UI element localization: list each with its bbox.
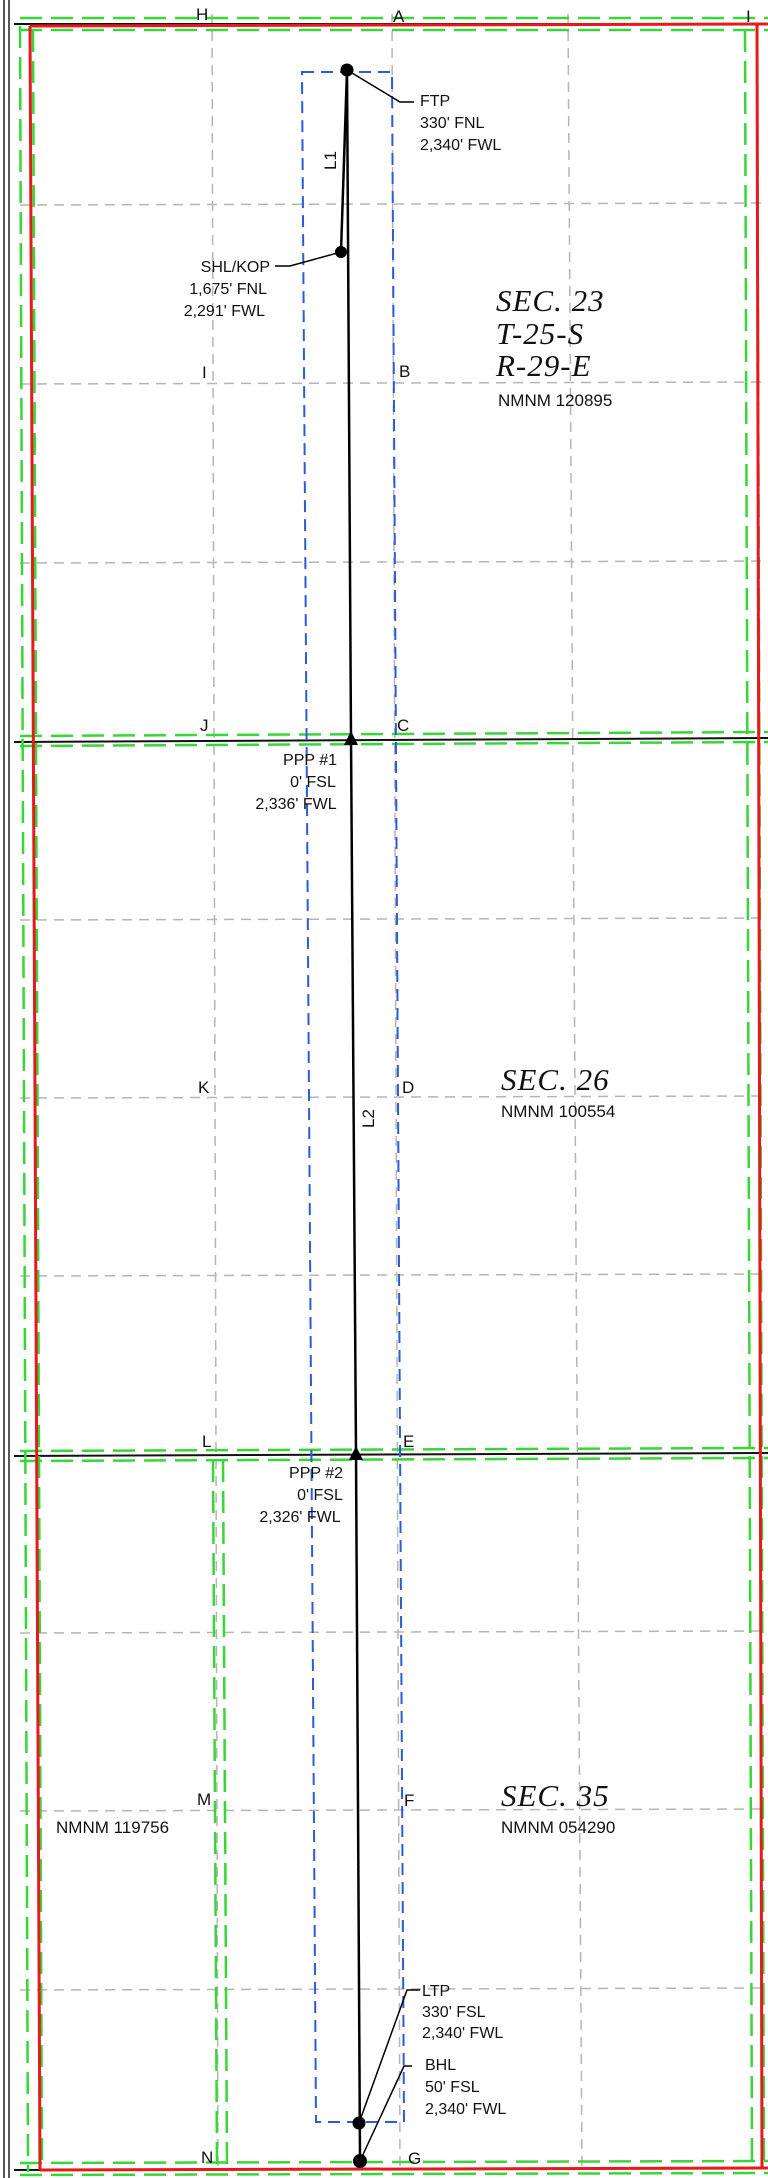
bhl-fsl: 50' FSL — [425, 2079, 480, 2096]
grid-label-l: L — [202, 1432, 211, 1451]
bhl-fwl: 2,340' FWL — [425, 2101, 506, 2118]
section-23-lease: NMNM 120895 — [498, 391, 612, 410]
shl-kop-fnl: 1,675' FNL — [189, 281, 267, 298]
leader-lines — [275, 69, 420, 2162]
grid-label-i-top: I — [746, 7, 751, 26]
section-26-label: SEC. 26 NMNM 100554 — [501, 1062, 615, 1121]
buffer-boundary — [300, 71, 406, 2123]
ppp1-label: PPP #1 — [283, 752, 337, 769]
ftp-fnl: 330' FNL — [420, 115, 485, 132]
grid-label-a: A — [393, 7, 405, 26]
leg-label-l1: L1 — [321, 151, 340, 170]
west-lease-35: NMNM 119756 — [56, 1818, 169, 1837]
township-label: T-25-S — [496, 316, 584, 351]
section-23-name: SEC. 23 — [496, 283, 605, 318]
ppp1-callout: PPP #1 0' FSL 2,336' FWL — [255, 752, 337, 813]
bhl-callout: BHL 50' FSL 2,340' FWL — [425, 2057, 506, 2118]
lease-lines — [18, 16, 768, 2177]
grid-label-b: B — [399, 362, 410, 381]
well-path — [339, 69, 362, 2161]
grid-label-k: K — [198, 1078, 210, 1097]
section-35-lease: NMNM 054290 — [501, 1818, 615, 1837]
ppp1-fsl: 0' FSL — [290, 774, 336, 791]
ftp-fwl: 2,340' FWL — [420, 137, 501, 154]
ltp-callout: LTP 330' FSL 2,340' FWL — [422, 1983, 503, 2042]
grid-label-c: C — [397, 716, 409, 735]
grid-label-i: I — [202, 363, 207, 382]
bhl-label: BHL — [425, 2057, 456, 2074]
grid-label-d: D — [402, 1078, 414, 1097]
grid-label-n: N — [201, 2148, 213, 2167]
ftp-callout: FTP 330' FNL 2,340' FWL — [420, 93, 501, 154]
quarter-grid — [19, 13, 768, 2171]
ltp-label: LTP — [422, 1983, 450, 2000]
section-35-label: SEC. 35 NMNM 054290 — [501, 1778, 615, 1837]
ppp1-fwl: 2,336' FWL — [255, 796, 336, 813]
ltp-fsl: 330' FSL — [422, 2004, 486, 2021]
ltp-fwl: 2,340' FWL — [422, 2025, 503, 2042]
grid-label-e: E — [403, 1432, 414, 1451]
grid-labels: H A I I B J C K D L E M F N G — [196, 5, 751, 2168]
grid-label-h: H — [196, 5, 208, 24]
ppp2-fwl: 2,326' FWL — [259, 1509, 340, 1526]
shl-kop-label: SHL/KOP — [201, 259, 270, 276]
section-26-name: SEC. 26 — [501, 1062, 610, 1097]
grid-label-m: M — [197, 1790, 211, 1809]
ppp2-marker — [349, 1446, 363, 1460]
shl-kop-callout: SHL/KOP 1,675' FNL 2,291' FWL — [184, 259, 270, 320]
range-label: R-29-E — [495, 348, 592, 383]
ppp2-fsl: 0' FSL — [297, 1487, 343, 1504]
grid-label-g: G — [408, 2149, 421, 2168]
ppp1-marker — [344, 731, 358, 745]
left-border — [3, 0, 10, 2178]
leg-label-l2: L2 — [359, 1109, 378, 1128]
grid-label-f: F — [404, 1791, 414, 1810]
section-lines-red — [28, 22, 768, 2172]
section-23-label: SEC. 23 T-25-S R-29-E NMNM 120895 — [495, 283, 612, 410]
shl-kop-fwl: 2,291' FWL — [184, 303, 265, 320]
ppp2-callout: PPP #2 0' FSL 2,326' FWL — [259, 1465, 343, 1526]
section-35-name: SEC. 35 — [501, 1778, 610, 1813]
section-26-lease: NMNM 100554 — [501, 1102, 615, 1121]
ftp-label: FTP — [420, 93, 450, 110]
ppp2-label: PPP #2 — [289, 1465, 343, 1482]
grid-label-j: J — [200, 716, 209, 735]
